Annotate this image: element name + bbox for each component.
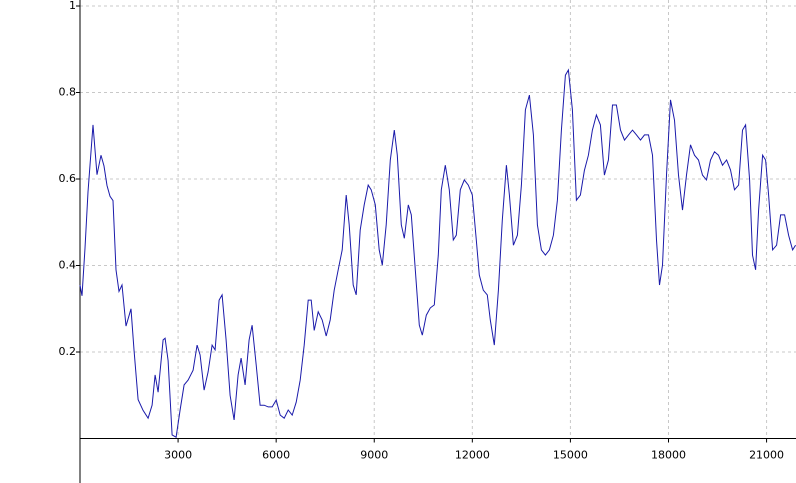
data-line	[79, 68, 796, 438]
x-tick-label: 21000	[749, 449, 784, 462]
y-tick-label: 1	[69, 0, 76, 12]
x-tick-label: 15000	[553, 449, 588, 462]
x-tick-label: 6000	[262, 449, 290, 462]
x-tick-label: 12000	[455, 449, 490, 462]
x-tick-label: 18000	[651, 449, 686, 462]
y-tick-label: 0.2	[59, 345, 77, 358]
y-tick-label: 0.4	[59, 259, 77, 272]
x-tick-label: 9000	[360, 449, 388, 462]
y-tick-label: 0.6	[59, 172, 77, 185]
y-tick-label: 0.8	[59, 86, 77, 99]
x-tick-label: 3000	[164, 449, 192, 462]
